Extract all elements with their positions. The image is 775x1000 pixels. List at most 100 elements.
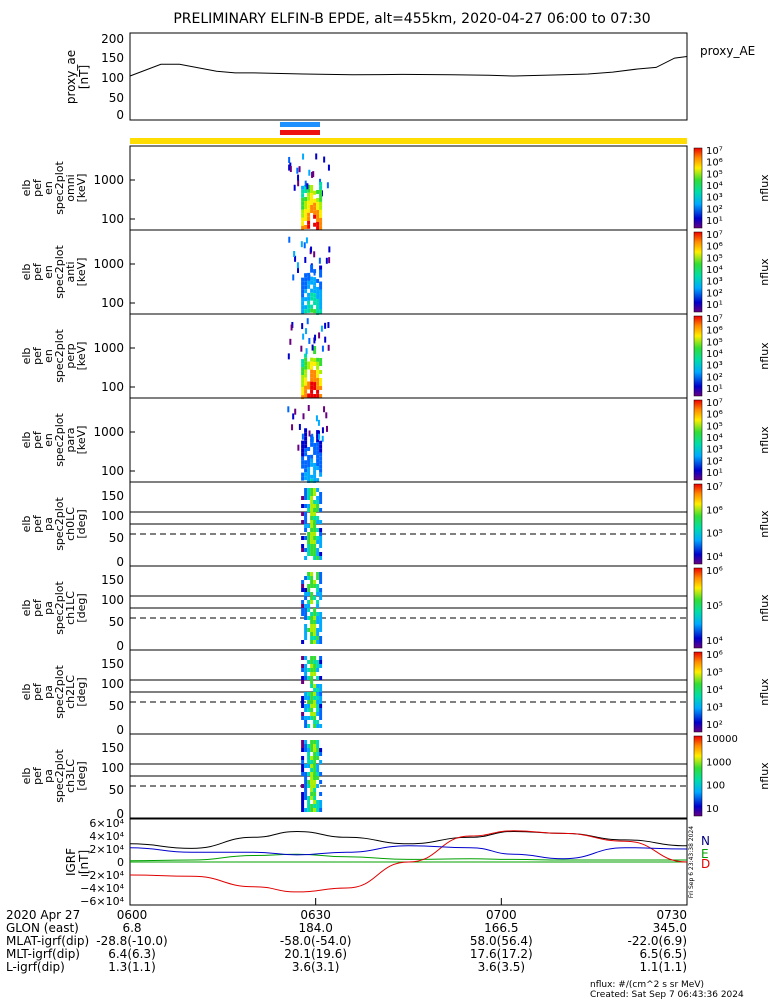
- spec-pixel: [313, 660, 317, 664]
- spec-pixel: [313, 548, 317, 552]
- spec-pixel: [319, 692, 323, 696]
- spec-pixel: [316, 504, 320, 508]
- igrf-ytick: −4×10⁴: [80, 882, 124, 895]
- spec-pixel: [313, 768, 317, 772]
- spec-pixel: [304, 496, 308, 500]
- spec-pixel: [319, 536, 323, 540]
- spec-pixel: [316, 684, 320, 688]
- spec-pixel: [310, 744, 314, 748]
- spec-pixel: [288, 156, 291, 163]
- spec-pixel: [316, 430, 320, 435]
- spec-pixel: [310, 189, 314, 194]
- ae-ytick: 0: [116, 108, 124, 122]
- spec-pixel: [293, 184, 296, 191]
- spec-pixel: [301, 604, 305, 608]
- spec-pixel: [310, 276, 314, 281]
- spec-pixel: [307, 292, 311, 297]
- spec-pixel: [319, 460, 323, 465]
- spec-pixel: [307, 660, 311, 664]
- spec-pixel: [310, 264, 314, 269]
- spec-ylabel: spec2plot: [53, 161, 66, 215]
- spec-pixel: [313, 512, 317, 516]
- footer-units: nflux: #/(cm^2 s sr MeV): [590, 980, 704, 990]
- spec-pixel: [301, 800, 305, 804]
- spec-pixel: [310, 624, 314, 628]
- spec-pixel: [319, 704, 323, 708]
- spec-pixel: [313, 488, 317, 492]
- spec-pixel: [316, 704, 320, 708]
- x-row-value: -58.0(-54.0): [280, 934, 351, 948]
- spec-pixel: [313, 350, 317, 355]
- spec-ylabel: [keV]: [75, 174, 88, 203]
- spec-ylabel: ch1LC: [64, 591, 77, 625]
- spec-ylabel: [keV]: [75, 426, 88, 455]
- spec-pixel: [307, 488, 311, 492]
- spec-pixel: [310, 764, 314, 768]
- spec-ylabel: spec2plot: [53, 329, 66, 383]
- spec-pixel: [310, 576, 314, 580]
- spec-pixel: [304, 357, 308, 362]
- spec-pixel: [313, 632, 317, 636]
- igrf-ylabel-1: IGRF: [64, 848, 78, 876]
- spec-pixel: [307, 800, 311, 804]
- spec-pixel: [319, 217, 323, 222]
- spectrogram-data: [301, 572, 323, 644]
- spec-pixel: [327, 322, 330, 329]
- igrf-legend-e: E: [701, 847, 709, 861]
- spec-pixel: [289, 162, 292, 169]
- colorbar-label: nflux: [758, 342, 771, 370]
- spec-pixel: [316, 592, 320, 596]
- spec-pixel: [304, 616, 308, 620]
- igrf-legend-d: D: [701, 857, 710, 871]
- spec-ylabel: ch3LC: [64, 759, 77, 793]
- side-timestamp: Fri Sep 6 23:43:38 2024: [688, 826, 695, 898]
- spec-pixel: [304, 180, 307, 187]
- spec-pixel: [304, 772, 308, 776]
- spec-pixel: [310, 377, 314, 382]
- spec-pixel: [319, 209, 323, 214]
- spec-pixel: [316, 536, 320, 540]
- page-title: PRELIMINARY ELFIN-B EPDE, alt=455km, 202…: [173, 11, 650, 27]
- spec-pixel: [310, 458, 314, 463]
- spec-pixel: [313, 612, 317, 616]
- colorbar-tick: 10¹: [706, 468, 723, 479]
- spec-pixel: [316, 213, 320, 218]
- spec-pixel: [304, 297, 308, 302]
- colorbar-tick: 10⁵: [706, 421, 723, 432]
- spec-pixel: [313, 556, 317, 560]
- spec-pixel: [307, 552, 311, 556]
- spec-ylabel: spec2plot: [53, 581, 66, 635]
- colorbar-tick: 10⁶: [706, 650, 723, 661]
- spec-pixel: [313, 616, 317, 620]
- colorbar-tick: 10⁵: [706, 529, 723, 540]
- spec-pixel: [316, 488, 320, 492]
- spec-pixel: [319, 716, 323, 720]
- colorbar-tick: 10⁴: [706, 685, 723, 696]
- event-bar-blue: [280, 122, 320, 127]
- spec-pixel: [307, 446, 311, 451]
- spec-ytick: 150: [101, 741, 124, 755]
- spec-pixel: [313, 640, 317, 644]
- spec-pixel: [319, 500, 323, 504]
- spec-pixel: [298, 423, 301, 430]
- spec-pixel: [319, 660, 323, 664]
- spec-pixel: [319, 269, 323, 274]
- spec-pixel: [304, 548, 308, 552]
- spec-pixel: [310, 580, 314, 584]
- spec-pixel: [311, 171, 314, 178]
- spec-pixel: [319, 440, 323, 445]
- spec-pixel: [316, 189, 320, 194]
- spec-pixel: [307, 224, 311, 229]
- spec-pixel: [310, 712, 314, 716]
- spec-pixel: [301, 608, 305, 612]
- spec-pixel: [307, 544, 311, 548]
- spec-pixel: [304, 692, 308, 696]
- spec-pixel: [289, 338, 292, 345]
- spec-pixel: [301, 433, 304, 440]
- spec-pixel: [304, 444, 308, 449]
- spec-pixel: [319, 760, 323, 764]
- spec-pixel: [310, 668, 314, 672]
- spec-pixel: [307, 393, 311, 398]
- spec-pixel: [310, 632, 314, 636]
- spec-pixel: [304, 281, 308, 286]
